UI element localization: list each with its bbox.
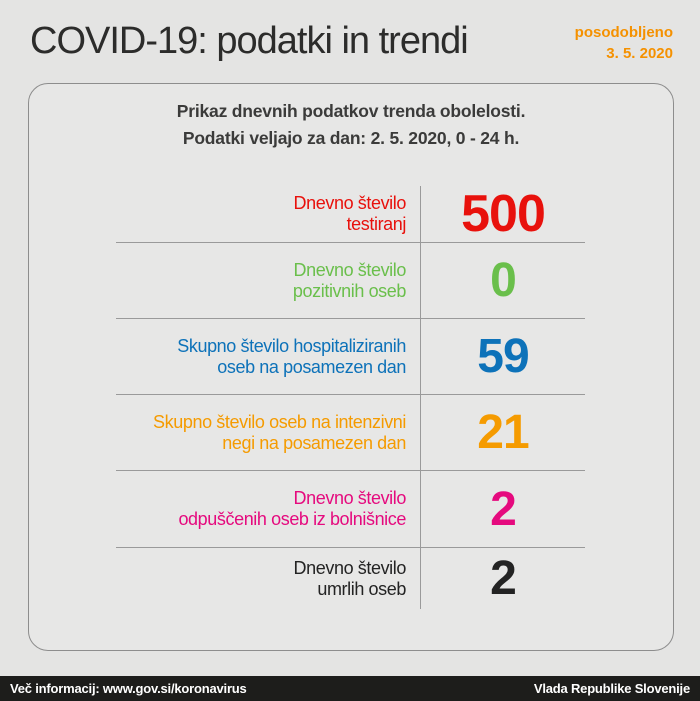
stat-value: 2	[420, 548, 585, 609]
stat-label-line2: odpuščenih oseb iz bolnišnice	[178, 509, 406, 529]
stat-value: 2	[420, 471, 585, 547]
footer-info: Več informacij: www.gov.si/koronavirus	[10, 681, 247, 696]
card-header: Prikaz dnevnih podatkov trenda obolelost…	[29, 84, 673, 186]
stat-row-positive: Dnevno število pozitivnih oseb 0	[116, 243, 585, 319]
stat-label-line2: oseb na posamezen dan	[217, 356, 406, 377]
stat-row-deaths: Dnevno število umrlih oseb 2	[116, 548, 585, 609]
stat-label: Dnevno število odpuščenih oseb iz bolniš…	[116, 471, 420, 547]
stat-value: 500	[420, 185, 585, 243]
stat-label-line2: negi na posamezen dan	[222, 432, 406, 453]
stat-label-line1: Dnevno število	[293, 557, 407, 578]
stat-label-line1: Dnevno število	[293, 193, 407, 213]
stat-row-hospitalized: Skupno število hospitaliziranih oseb na …	[116, 319, 585, 395]
stat-value: 0	[420, 243, 585, 318]
stat-label-line1: Skupno število oseb na intenzivni	[153, 411, 406, 432]
stat-label: Dnevno število testiranj	[116, 186, 420, 242]
stat-label: Skupno število hospitaliziranih oseb na …	[116, 319, 420, 394]
stat-row-discharged: Dnevno število odpuščenih oseb iz bolniš…	[116, 471, 585, 548]
data-card: Prikaz dnevnih podatkov trenda obolelost…	[28, 83, 674, 651]
top-bar: COVID-19: podatki in trendi posodobljeno…	[0, 0, 700, 83]
footer-bar: Več informacij: www.gov.si/koronavirus V…	[0, 676, 700, 701]
stat-label-line1: Dnevno število	[293, 259, 407, 280]
stat-label-line2: testiranj	[346, 214, 407, 234]
stats-table: Dnevno število testiranj 500 Dnevno štev…	[116, 185, 585, 609]
stat-label-line2: umrlih oseb	[317, 578, 406, 599]
stat-label: Skupno število oseb na intenzivni negi n…	[116, 395, 420, 470]
stat-value: 59	[420, 319, 585, 394]
card-header-line1: Prikaz dnevnih podatkov trenda obolelost…	[176, 101, 526, 121]
stat-label-line2: pozitivnih oseb	[292, 280, 406, 301]
updated-date: 3. 5. 2020	[606, 45, 673, 62]
stat-row-tests: Dnevno število testiranj 500	[116, 185, 585, 243]
updated-label: posodobljeno	[574, 24, 673, 41]
stat-label-line1: Skupno število hospitaliziranih	[177, 335, 406, 356]
card-header-line2: Podatki veljajo za dan: 2. 5. 2020, 0 - …	[182, 128, 520, 148]
stat-label-line1: Dnevno število	[293, 488, 407, 508]
stat-value: 21	[420, 395, 585, 470]
stat-label: Dnevno število umrlih oseb	[116, 548, 420, 609]
page-title: COVID-19: podatki in trendi	[30, 20, 469, 62]
stat-row-icu: Skupno število oseb na intenzivni negi n…	[116, 395, 585, 471]
footer-org: Vlada Republike Slovenije	[533, 681, 690, 696]
updated-stamp: posodobljeno 3. 5. 2020	[575, 22, 673, 64]
stat-label: Dnevno število pozitivnih oseb	[116, 243, 420, 318]
